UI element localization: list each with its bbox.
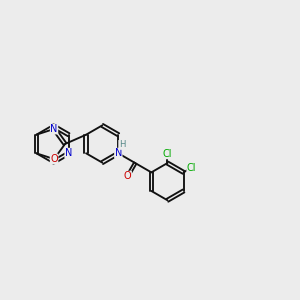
Text: O: O: [124, 171, 131, 181]
Text: N: N: [50, 124, 58, 134]
Text: Cl: Cl: [163, 149, 172, 159]
Text: Cl: Cl: [187, 163, 196, 173]
Text: N: N: [115, 148, 122, 158]
Text: O: O: [50, 154, 58, 164]
Text: H: H: [119, 140, 125, 149]
Text: N: N: [65, 148, 72, 158]
